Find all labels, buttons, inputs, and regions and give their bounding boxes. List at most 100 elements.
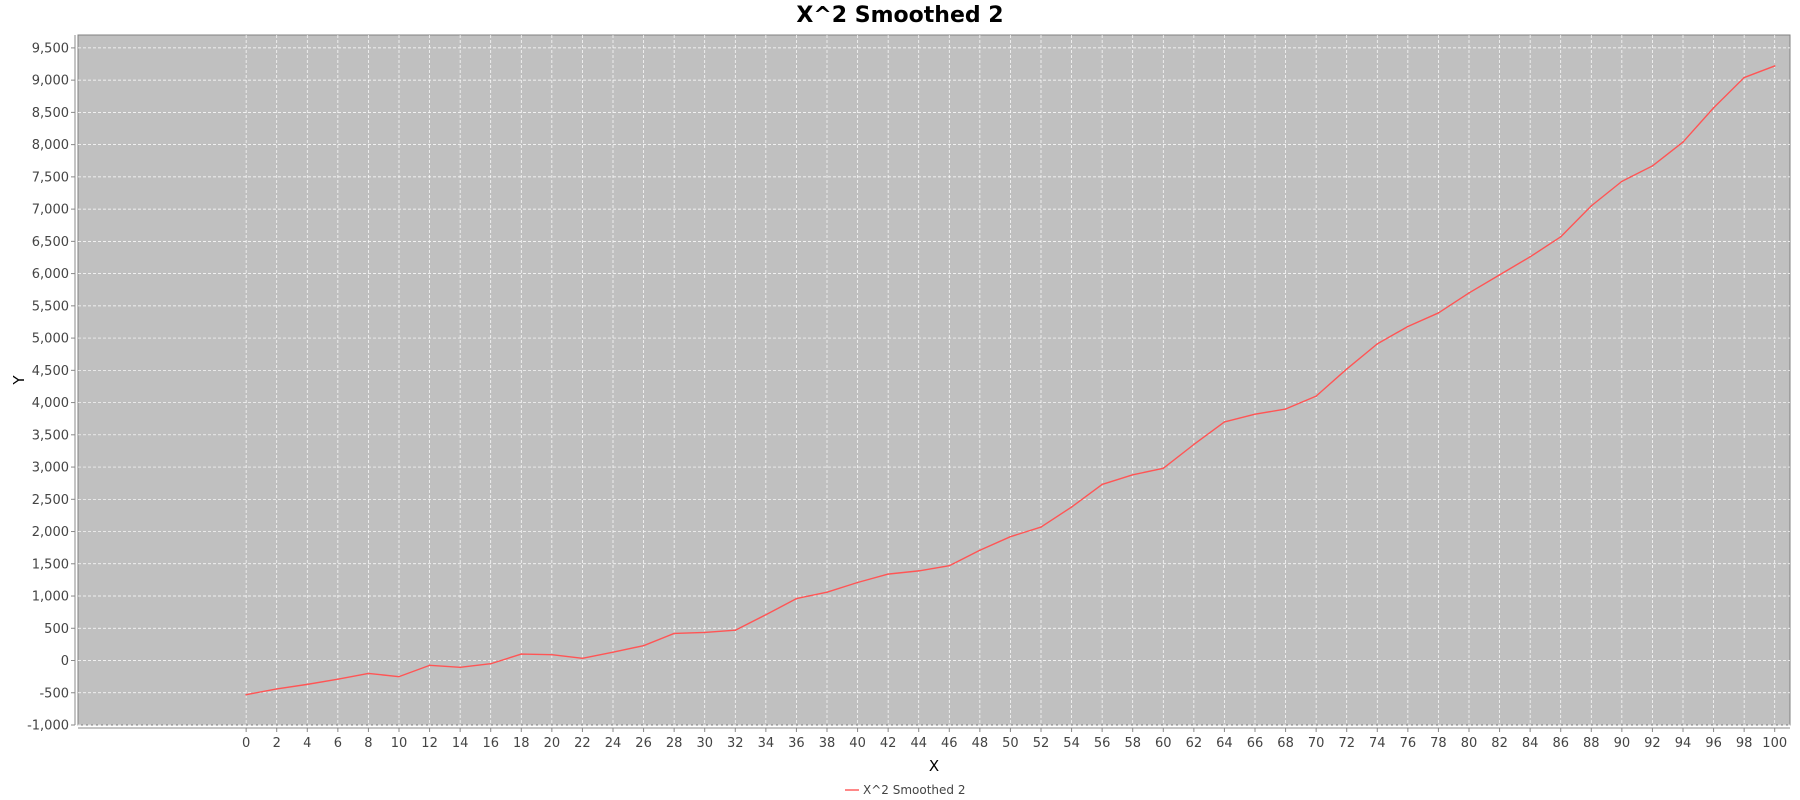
- x-tick-label: 12: [421, 736, 438, 751]
- x-tick-label: 28: [666, 736, 683, 751]
- x-tick-label: 72: [1338, 736, 1355, 751]
- x-tick-label: 52: [1033, 736, 1050, 751]
- data-point: [1193, 443, 1195, 446]
- data-point: [275, 688, 278, 690]
- x-tick-label: 68: [1277, 736, 1294, 751]
- x-tick-label: 82: [1491, 736, 1508, 751]
- y-tick-label: 9,500: [32, 41, 69, 56]
- y-tick-label: -1,000: [27, 719, 69, 734]
- data-point: [398, 675, 400, 678]
- data-point: [673, 632, 675, 635]
- y-tick-label: 0: [61, 654, 69, 669]
- data-point: [1712, 107, 1715, 109]
- data-point: [1315, 395, 1317, 397]
- grid-lines: [78, 35, 1790, 726]
- data-point: [1254, 413, 1256, 415]
- data-point: [1651, 165, 1654, 167]
- data-point: [1498, 274, 1501, 276]
- y-tick-label: 2,500: [32, 493, 69, 508]
- data-point: [1223, 421, 1226, 423]
- x-tick-label: 70: [1308, 736, 1325, 751]
- x-tick-label: 4: [303, 736, 311, 751]
- x-tick-label: 96: [1705, 736, 1722, 751]
- x-tick-label: 88: [1583, 736, 1600, 751]
- data-point: [1284, 408, 1287, 410]
- data-point: [489, 662, 492, 665]
- data-point: [1529, 256, 1531, 258]
- data-point: [428, 664, 431, 667]
- data-point: [856, 581, 859, 584]
- x-tick-label: 34: [758, 736, 775, 751]
- data-point: [612, 651, 614, 653]
- x-tick-label: 20: [544, 736, 561, 751]
- data-point: [979, 549, 981, 552]
- data-point: [367, 672, 370, 675]
- x-tick-label: 26: [635, 736, 652, 751]
- y-tick-label: 8,000: [32, 138, 69, 153]
- x-tick-label: 66: [1247, 736, 1264, 751]
- data-point: [520, 653, 523, 655]
- x-tick-label: 14: [452, 736, 469, 751]
- x-tick-label: 50: [1002, 736, 1019, 751]
- data-point: [245, 693, 247, 696]
- data-point: [1437, 312, 1440, 314]
- x-tick-label: 40: [849, 736, 866, 751]
- x-tick-label: 46: [941, 736, 958, 751]
- y-tick-label: 2,000: [32, 525, 69, 540]
- x-tick-label: 16: [482, 736, 499, 751]
- data-point: [887, 573, 889, 575]
- y-tick-label: 4,500: [32, 364, 69, 379]
- data-point: [1743, 76, 1745, 79]
- data-point: [1559, 236, 1562, 238]
- x-tick-label: 76: [1400, 736, 1417, 751]
- y-tick-label: 1,000: [32, 590, 69, 605]
- data-point: [795, 597, 798, 600]
- x-tick-label: 64: [1216, 736, 1233, 751]
- data-point: [1070, 506, 1073, 508]
- x-axis-label: X: [929, 757, 939, 775]
- y-tick-label: -500: [39, 686, 69, 701]
- y-tick-label: 8,500: [32, 106, 69, 121]
- x-tick-label: 6: [334, 736, 342, 751]
- y-axis-ticks: -1,000 -500 0 500 1,000 1,500 2,000 2,500 3,000 3…: [27, 35, 76, 734]
- data-point: [1621, 180, 1623, 183]
- x-tick-label: 24: [605, 736, 622, 751]
- x-tick-label: 22: [574, 736, 591, 751]
- data-point: [1468, 292, 1470, 294]
- y-tick-label: 9,000: [32, 74, 69, 89]
- data-point: [1682, 141, 1684, 143]
- data-point: [1162, 467, 1165, 470]
- y-tick-label: 7,500: [32, 170, 69, 185]
- y-tick-label: 7,000: [32, 203, 69, 218]
- x-tick-label: 10: [391, 736, 408, 751]
- y-axis-label: Y: [10, 375, 28, 386]
- x-tick-label: 2: [273, 736, 281, 751]
- data-point: [642, 644, 645, 647]
- data-point: [948, 564, 951, 567]
- x-tick-label: 18: [513, 736, 530, 751]
- y-tick-label: 5,500: [32, 299, 69, 314]
- x-tick-label: 54: [1063, 736, 1080, 751]
- data-point: [337, 678, 339, 681]
- x-tick-label: 32: [727, 736, 744, 751]
- x-tick-label: 74: [1369, 736, 1386, 751]
- data-point: [917, 570, 920, 572]
- legend-label: X^2 Smoothed 2: [863, 783, 965, 797]
- data-point: [826, 591, 828, 593]
- data-point: [703, 631, 706, 634]
- x-axis-ticks: 0 2 4 6 8 10 12 14 16 18 20 22 24 26 28 30 32 34 36 38 40 42 4…: [78, 727, 1790, 751]
- data-point: [1345, 368, 1348, 370]
- y-tick-label: 500: [44, 622, 69, 637]
- y-tick-label: 6,000: [32, 267, 69, 282]
- data-point: [306, 683, 309, 686]
- data-point: [1407, 325, 1409, 328]
- data-point: [581, 657, 584, 660]
- x-tick-label: 8: [364, 736, 372, 751]
- y-tick-label: 3,500: [32, 428, 69, 443]
- x-tick-label: 42: [880, 736, 897, 751]
- x-tick-label: 44: [910, 736, 927, 751]
- x-tick-label: 92: [1644, 736, 1661, 751]
- x-tick-label: 62: [1186, 736, 1203, 751]
- x-tick-label: 38: [819, 736, 836, 751]
